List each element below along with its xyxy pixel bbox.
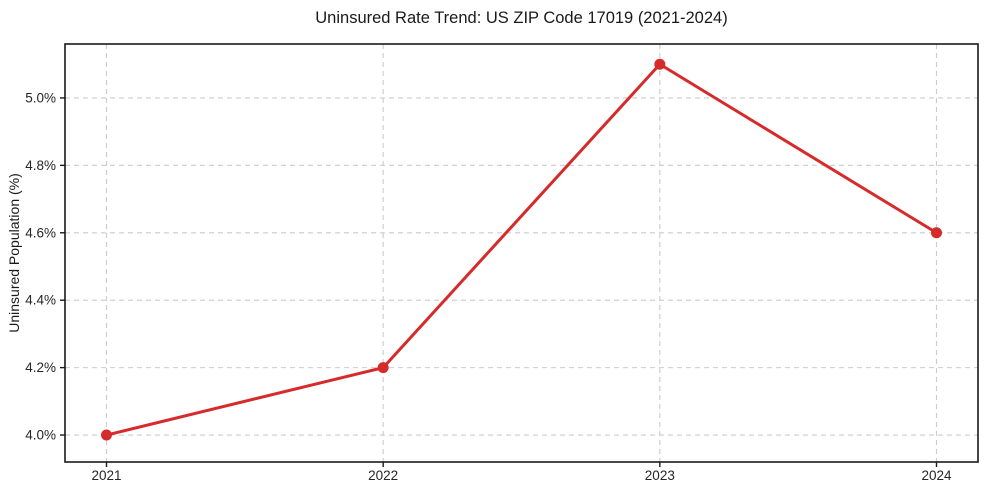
x-tick-label: 2022: [368, 468, 398, 483]
trend-line: [105, 62, 938, 437]
data-point-2022: [377, 362, 389, 374]
data-point-2024: [931, 227, 942, 239]
y-tick-label: 4.2%: [25, 360, 56, 375]
x-tick-label: 2023: [645, 468, 675, 483]
y-tick-label: 4.8%: [25, 158, 56, 173]
data-point-2021: [101, 429, 112, 441]
y-tick-label: 4.4%: [25, 293, 56, 308]
chart-title: Uninsured Rate Trend: US ZIP Code 17019 …: [315, 9, 728, 27]
y-tick-label: 4.6%: [25, 225, 56, 240]
y-tick-label: 5.0%: [25, 90, 56, 105]
x-tick-label: 2021: [91, 468, 121, 483]
y-tick-label: 4.0%: [25, 428, 56, 443]
data-point-2023: [654, 58, 666, 70]
x-tick-label: 2024: [921, 468, 952, 483]
plot-border: [64, 43, 979, 463]
